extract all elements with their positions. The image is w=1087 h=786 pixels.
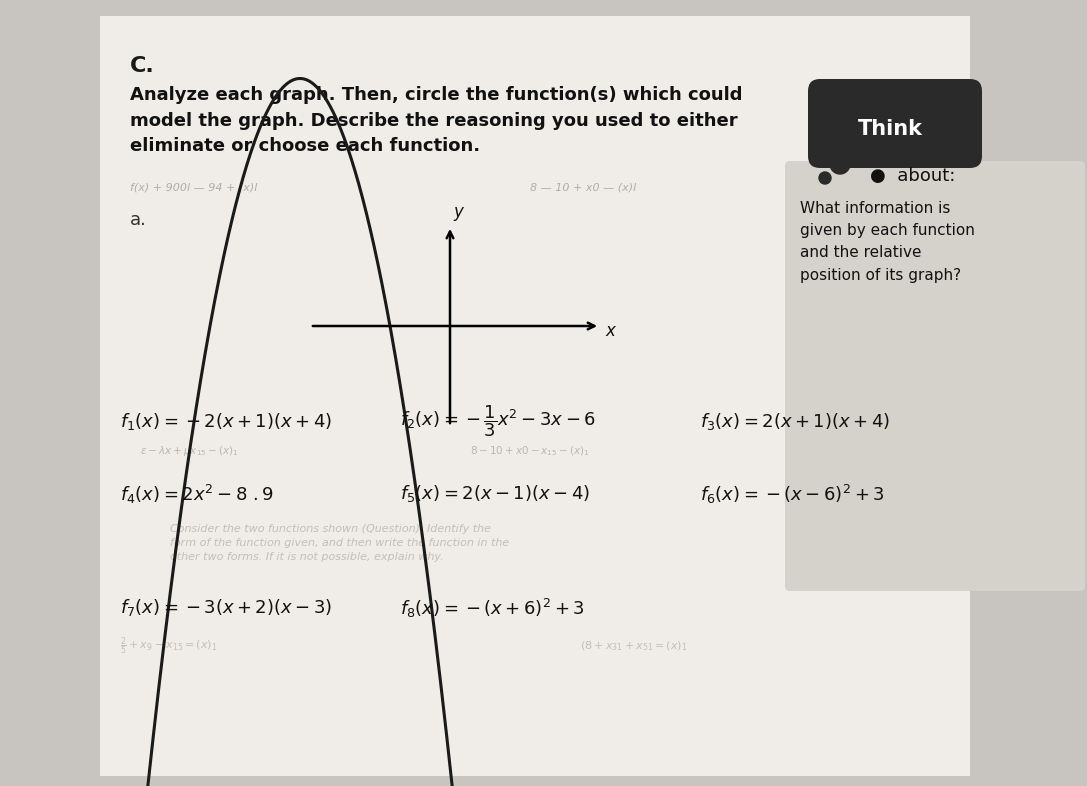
Circle shape: [822, 100, 858, 136]
FancyBboxPatch shape: [100, 16, 970, 776]
Text: y: y: [453, 203, 463, 221]
Text: $\frac{2}{5} + x_9 - x_{15} = (x)_1$: $\frac{2}{5} + x_9 - x_{15} = (x)_1$: [120, 635, 217, 657]
Text: Think: Think: [858, 119, 923, 139]
Text: f(x) + 900l — 94 + (x)l: f(x) + 900l — 94 + (x)l: [130, 183, 258, 193]
Text: $f_4(x) = 2x^2 - 8\ .9$: $f_4(x) = 2x^2 - 8\ .9$: [120, 483, 274, 505]
Text: C.: C.: [130, 56, 154, 76]
Text: $8 - 10 + x0 - x_{15} - (x)_1$: $8 - 10 + x0 - x_{15} - (x)_1$: [470, 444, 589, 457]
Text: Analyze each graph. Then, circle the function(s) which could
model the graph. De: Analyze each graph. Then, circle the fun…: [130, 86, 742, 156]
Text: x: x: [605, 322, 615, 340]
Text: ●  about:: ● about:: [870, 167, 955, 185]
Text: $f_3(x) = 2(x + 1)(x+4)$: $f_3(x) = 2(x + 1)(x+4)$: [700, 410, 890, 432]
Text: a.: a.: [130, 211, 147, 229]
Circle shape: [924, 117, 952, 145]
Text: $f_5(x) = 2(x - 1)(x - 4)$: $f_5(x) = 2(x - 1)(x - 4)$: [400, 483, 590, 505]
Text: What information is
given by each function
and the relative
position of its grap: What information is given by each functi…: [800, 201, 975, 283]
FancyBboxPatch shape: [785, 161, 1085, 591]
Circle shape: [873, 86, 917, 130]
Text: $f_7(x) = -3(x + 2)(x - 3)$: $f_7(x) = -3(x + 2)(x - 3)$: [120, 597, 333, 619]
Text: $(8 + x_{31} + x_{51} = (x)_1$: $(8 + x_{31} + x_{51} = (x)_1$: [580, 639, 688, 653]
Text: 8 — 10 + x0 — (x)l: 8 — 10 + x0 — (x)l: [530, 183, 636, 193]
Text: $f_8(x) = -(x + 6)^2 + 3$: $f_8(x) = -(x + 6)^2 + 3$: [400, 597, 585, 619]
FancyBboxPatch shape: [808, 79, 982, 168]
Text: $f_1(x) = -2(x + 1)(x + 4)$: $f_1(x) = -2(x + 1)(x + 4)$: [120, 410, 333, 432]
Text: $f_6(x) = -(x - 6)^2 + 3$: $f_6(x) = -(x - 6)^2 + 3$: [700, 483, 885, 505]
Circle shape: [830, 154, 850, 174]
Circle shape: [844, 86, 887, 130]
Circle shape: [819, 172, 830, 184]
Circle shape: [902, 100, 938, 136]
Text: Consider the two functions shown (Question). Identify the
form of the function g: Consider the two functions shown (Questi…: [170, 524, 509, 562]
Text: $\varepsilon - \lambda x + \mu x_{15} - (x)_1$: $\varepsilon - \lambda x + \mu x_{15} - …: [140, 444, 239, 458]
Text: $f_2(x) = -\dfrac{1}{3}x^2 - 3x - 6$: $f_2(x) = -\dfrac{1}{3}x^2 - 3x - 6$: [400, 403, 596, 439]
